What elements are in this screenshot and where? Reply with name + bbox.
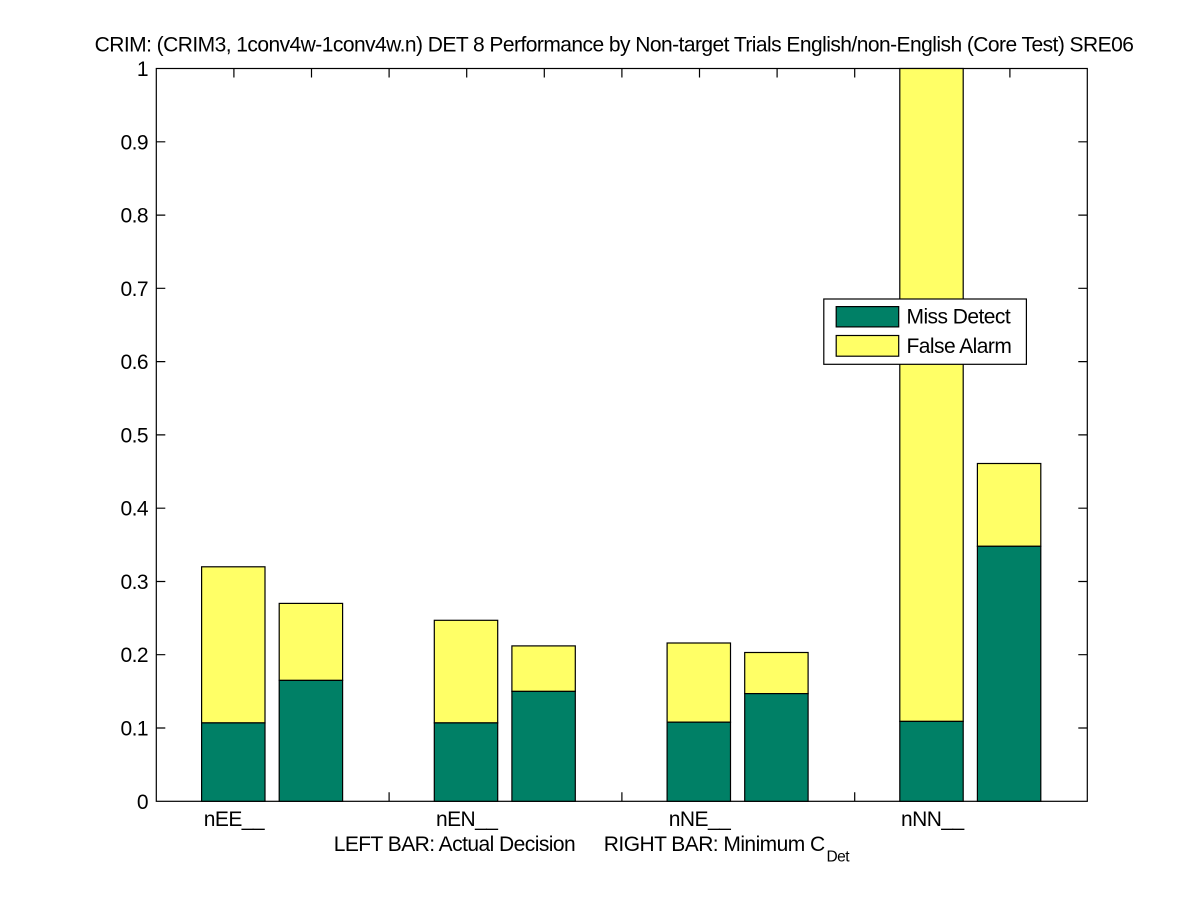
svg-text:LEFT BAR: Actual Decision: LEFT BAR: Actual Decision [334,833,575,856]
svg-text:RIGHT BAR: Minimum C: RIGHT BAR: Minimum C [604,833,825,856]
svg-text:0.8: 0.8 [120,205,148,228]
svg-text:nEE__: nEE__ [204,808,265,831]
svg-text:0.7: 0.7 [120,278,148,301]
svg-text:nNN__: nNN__ [901,808,964,831]
svg-text:0.4: 0.4 [120,498,148,521]
svg-text:0.2: 0.2 [120,644,148,667]
svg-text:nNE__: nNE__ [669,808,731,831]
svg-text:False Alarm: False Alarm [907,335,1012,358]
svg-text:0.6: 0.6 [120,351,148,374]
svg-text:nEN__: nEN__ [436,808,498,831]
svg-text:0.9: 0.9 [120,131,148,154]
svg-text:0.5: 0.5 [120,424,148,447]
svg-text:0: 0 [137,791,148,814]
svg-text:CRIM: (CRIM3, 1conv4w-1conv4w.: CRIM: (CRIM3, 1conv4w-1conv4w.n) DET 8 P… [95,34,1134,57]
svg-text:Det: Det [827,849,851,866]
svg-text:0.3: 0.3 [120,571,148,594]
svg-text:Miss Detect: Miss Detect [907,306,1011,329]
svg-text:0.1: 0.1 [120,718,148,741]
svg-text:1: 1 [137,58,148,81]
